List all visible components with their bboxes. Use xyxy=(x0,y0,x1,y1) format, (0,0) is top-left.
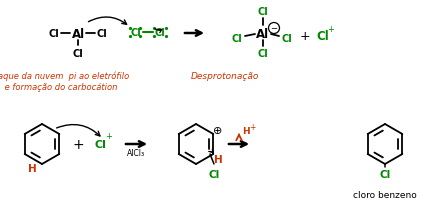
FancyArrowPatch shape xyxy=(89,18,127,25)
FancyArrowPatch shape xyxy=(155,30,162,34)
Text: +: + xyxy=(105,132,113,141)
Text: Desprotonação: Desprotonação xyxy=(191,72,259,81)
Text: Cl: Cl xyxy=(73,49,83,59)
Text: Cl: Cl xyxy=(258,49,268,59)
Text: +: + xyxy=(72,137,84,151)
Text: H: H xyxy=(242,127,250,136)
Text: Cl: Cl xyxy=(97,29,107,39)
Text: Al: Al xyxy=(256,27,269,40)
Text: Cl: Cl xyxy=(49,29,59,39)
Text: Al: Al xyxy=(71,27,85,40)
Text: Ataque da nuvem  pi ao eletrófilo
 e formação do carbocátion: Ataque da nuvem pi ao eletrófilo e forma… xyxy=(0,72,130,92)
Text: Cl: Cl xyxy=(258,7,268,17)
FancyArrowPatch shape xyxy=(209,149,214,153)
Text: AlCl₃: AlCl₃ xyxy=(127,149,145,158)
FancyArrowPatch shape xyxy=(57,125,100,136)
Text: Cl: Cl xyxy=(379,169,391,179)
Text: H: H xyxy=(214,154,222,164)
Text: +: + xyxy=(299,30,310,43)
Text: Cl: Cl xyxy=(94,139,106,149)
Text: Cl: Cl xyxy=(131,28,141,38)
Text: H: H xyxy=(27,163,36,173)
Text: Cl: Cl xyxy=(232,34,242,44)
Text: Cl: Cl xyxy=(208,169,220,179)
Text: −: − xyxy=(271,24,277,33)
Text: ⊕: ⊕ xyxy=(214,125,223,135)
Text: Cl: Cl xyxy=(282,34,292,44)
Text: cloro benzeno: cloro benzeno xyxy=(353,190,417,199)
Text: Cl: Cl xyxy=(317,30,330,43)
Text: Cl: Cl xyxy=(155,28,165,38)
Text: +: + xyxy=(249,122,255,131)
Text: +: + xyxy=(327,24,334,33)
